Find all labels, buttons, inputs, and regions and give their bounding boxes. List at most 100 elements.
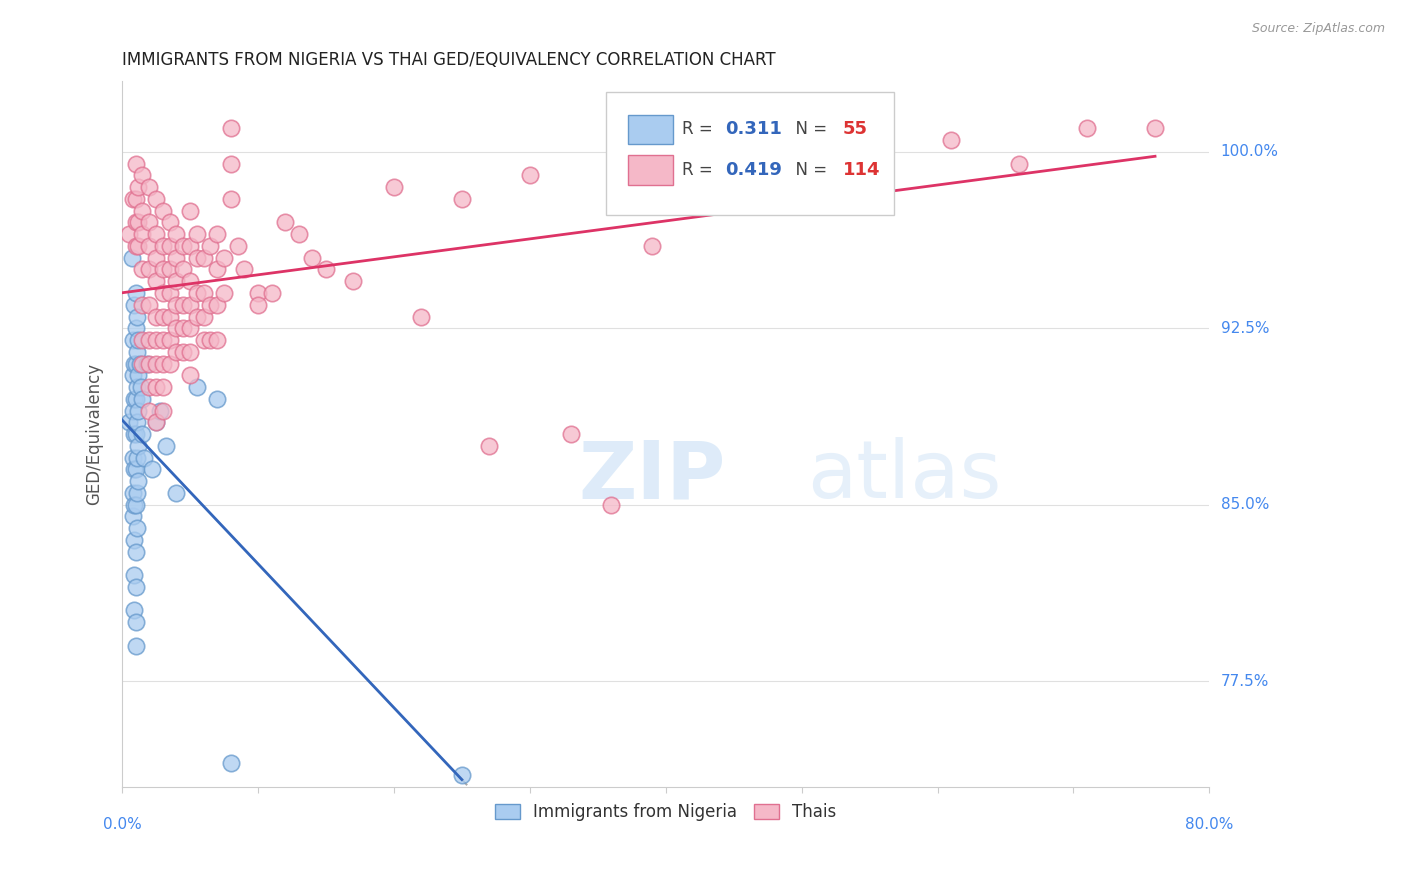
Text: N =: N =: [786, 161, 832, 178]
Point: [124, 192, 146, 206]
Point: [124, 392, 146, 406]
Point: [205, 227, 228, 242]
Point: [125, 380, 148, 394]
Point: [165, 251, 187, 265]
Text: 85.0%: 85.0%: [1220, 497, 1268, 512]
Point: [138, 403, 160, 417]
Point: [246, 285, 269, 300]
Legend: Immigrants from Nigeria, Thais: Immigrants from Nigeria, Thais: [488, 797, 844, 828]
Point: [131, 427, 153, 442]
Point: [159, 285, 181, 300]
Point: [118, 415, 141, 429]
Point: [127, 333, 149, 347]
Point: [641, 239, 664, 253]
FancyBboxPatch shape: [627, 155, 673, 185]
Point: [131, 392, 153, 406]
Point: [200, 333, 222, 347]
Point: [186, 380, 208, 394]
Text: atlas: atlas: [807, 437, 1001, 516]
Point: [131, 203, 153, 218]
Point: [186, 285, 208, 300]
Point: [124, 580, 146, 594]
Point: [205, 298, 228, 312]
Point: [941, 133, 963, 147]
Point: [149, 403, 172, 417]
FancyBboxPatch shape: [627, 114, 673, 145]
Point: [124, 603, 146, 617]
Point: [138, 215, 160, 229]
Point: [179, 368, 201, 383]
Text: 100.0%: 100.0%: [1220, 145, 1278, 160]
Point: [450, 768, 472, 782]
Point: [145, 192, 167, 206]
Text: 0.0%: 0.0%: [103, 817, 142, 832]
Point: [159, 262, 181, 277]
Point: [129, 380, 152, 394]
Text: R =: R =: [682, 120, 718, 137]
Point: [172, 262, 194, 277]
Point: [226, 239, 249, 253]
Point: [155, 439, 177, 453]
Point: [179, 321, 201, 335]
Point: [735, 145, 758, 159]
Point: [152, 403, 174, 417]
Text: 80.0%: 80.0%: [1185, 817, 1233, 832]
Point: [172, 344, 194, 359]
Point: [179, 239, 201, 253]
Point: [122, 403, 145, 417]
Point: [246, 298, 269, 312]
Point: [159, 239, 181, 253]
Text: 114: 114: [844, 161, 880, 178]
Point: [138, 180, 160, 194]
Point: [125, 486, 148, 500]
Point: [205, 262, 228, 277]
Point: [179, 344, 201, 359]
Point: [145, 251, 167, 265]
Point: [127, 403, 149, 417]
Point: [138, 357, 160, 371]
Point: [193, 310, 215, 324]
Point: [179, 274, 201, 288]
Point: [804, 133, 827, 147]
Point: [212, 285, 235, 300]
Point: [260, 285, 283, 300]
Text: IMMIGRANTS FROM NIGERIA VS THAI GED/EQUIVALENCY CORRELATION CHART: IMMIGRANTS FROM NIGERIA VS THAI GED/EQUI…: [122, 51, 776, 69]
Point: [124, 357, 146, 371]
Text: R =: R =: [682, 161, 718, 178]
Point: [121, 251, 143, 265]
Point: [145, 357, 167, 371]
Point: [382, 180, 405, 194]
Point: [127, 215, 149, 229]
Point: [1144, 121, 1167, 136]
Text: 55: 55: [844, 120, 868, 137]
Point: [124, 298, 146, 312]
Point: [165, 344, 187, 359]
Point: [145, 274, 167, 288]
Point: [186, 227, 208, 242]
Point: [138, 298, 160, 312]
Point: [152, 285, 174, 300]
Point: [212, 251, 235, 265]
Point: [128, 357, 150, 371]
Point: [219, 156, 242, 170]
Point: [124, 156, 146, 170]
Point: [124, 533, 146, 547]
Point: [159, 310, 181, 324]
Point: [145, 227, 167, 242]
Point: [131, 298, 153, 312]
Point: [478, 439, 501, 453]
Point: [668, 169, 690, 183]
Point: [124, 392, 146, 406]
Point: [138, 380, 160, 394]
Point: [145, 415, 167, 429]
Point: [205, 392, 228, 406]
Point: [124, 321, 146, 335]
Point: [125, 344, 148, 359]
Point: [193, 333, 215, 347]
Text: Source: ZipAtlas.com: Source: ZipAtlas.com: [1251, 22, 1385, 36]
Point: [122, 509, 145, 524]
Point: [287, 227, 309, 242]
Text: N =: N =: [786, 120, 832, 137]
Point: [233, 262, 256, 277]
Point: [152, 310, 174, 324]
